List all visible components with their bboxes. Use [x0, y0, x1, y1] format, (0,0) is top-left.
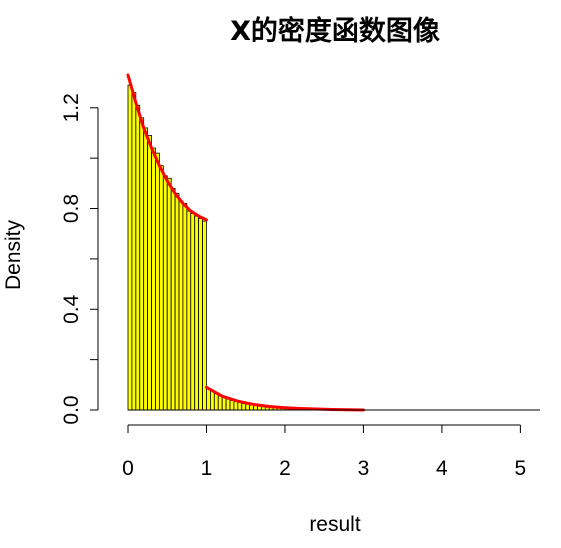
- x-tick-label-3: 3: [358, 457, 370, 480]
- histogram-bar-12: [174, 193, 180, 411]
- histogram-bar-23: [217, 395, 223, 411]
- axes: 0 1 2 3 4 5 0.0 0.4 0.8 1.2: [60, 93, 540, 480]
- histogram-bar-10: [166, 177, 172, 411]
- y-axis-label: Density: [2, 219, 25, 290]
- y-tick-label-1: 0.4: [60, 294, 83, 324]
- histogram-bar-5: [147, 135, 152, 411]
- histogram-bar-14: [182, 203, 188, 411]
- histogram-bar-3: [139, 117, 145, 411]
- histogram-bar-13: [178, 200, 184, 411]
- y-tick-label-0: 0.0: [60, 395, 83, 424]
- histogram-bar-7: [155, 152, 160, 411]
- histogram-bar-24: [221, 397, 227, 411]
- histogram-bar-27: [233, 401, 239, 411]
- histogram-bar-19: [202, 220, 207, 411]
- histogram-bar-26: [229, 400, 235, 411]
- histogram-bar-21: [209, 390, 215, 411]
- x-tick-label-0: 0: [122, 457, 134, 480]
- histogram-bar-11: [170, 187, 176, 411]
- histogram-bar-28: [237, 402, 243, 411]
- histogram-bar-6: [151, 147, 156, 411]
- x-axis-label: result: [309, 513, 361, 536]
- histogram-bar-30: [245, 403, 251, 411]
- histogram-bar-18: [198, 218, 203, 411]
- histogram-bar-9: [162, 175, 168, 411]
- x-tick-label-5: 5: [515, 457, 527, 480]
- histogram-bar-2: [135, 104, 141, 411]
- histogram-bar-25: [225, 398, 231, 411]
- histogram-bar-17: [194, 215, 200, 411]
- histogram-bars: [127, 84, 313, 411]
- histogram-bar-20: [206, 388, 211, 411]
- histogram-bar-4: [143, 127, 149, 411]
- histogram-bar-0: [127, 84, 133, 411]
- histogram-bar-22: [213, 393, 219, 411]
- histogram-bar-15: [186, 210, 192, 411]
- histogram-bar-16: [190, 213, 196, 411]
- y-tick-label-3: 1.2: [60, 93, 83, 122]
- x-tick-label-1: 1: [201, 457, 213, 480]
- histogram-bar-1: [131, 92, 137, 411]
- density-curve-segment-0: [126, 73, 208, 222]
- x-tick-label-2: 2: [279, 457, 291, 480]
- chart-title: X的密度函数图像: [230, 15, 440, 47]
- x-tick-label-4: 4: [436, 457, 448, 480]
- histogram-bar-8: [158, 165, 164, 411]
- y-tick-label-2: 0.8: [60, 194, 83, 223]
- histogram-bar-29: [241, 403, 247, 411]
